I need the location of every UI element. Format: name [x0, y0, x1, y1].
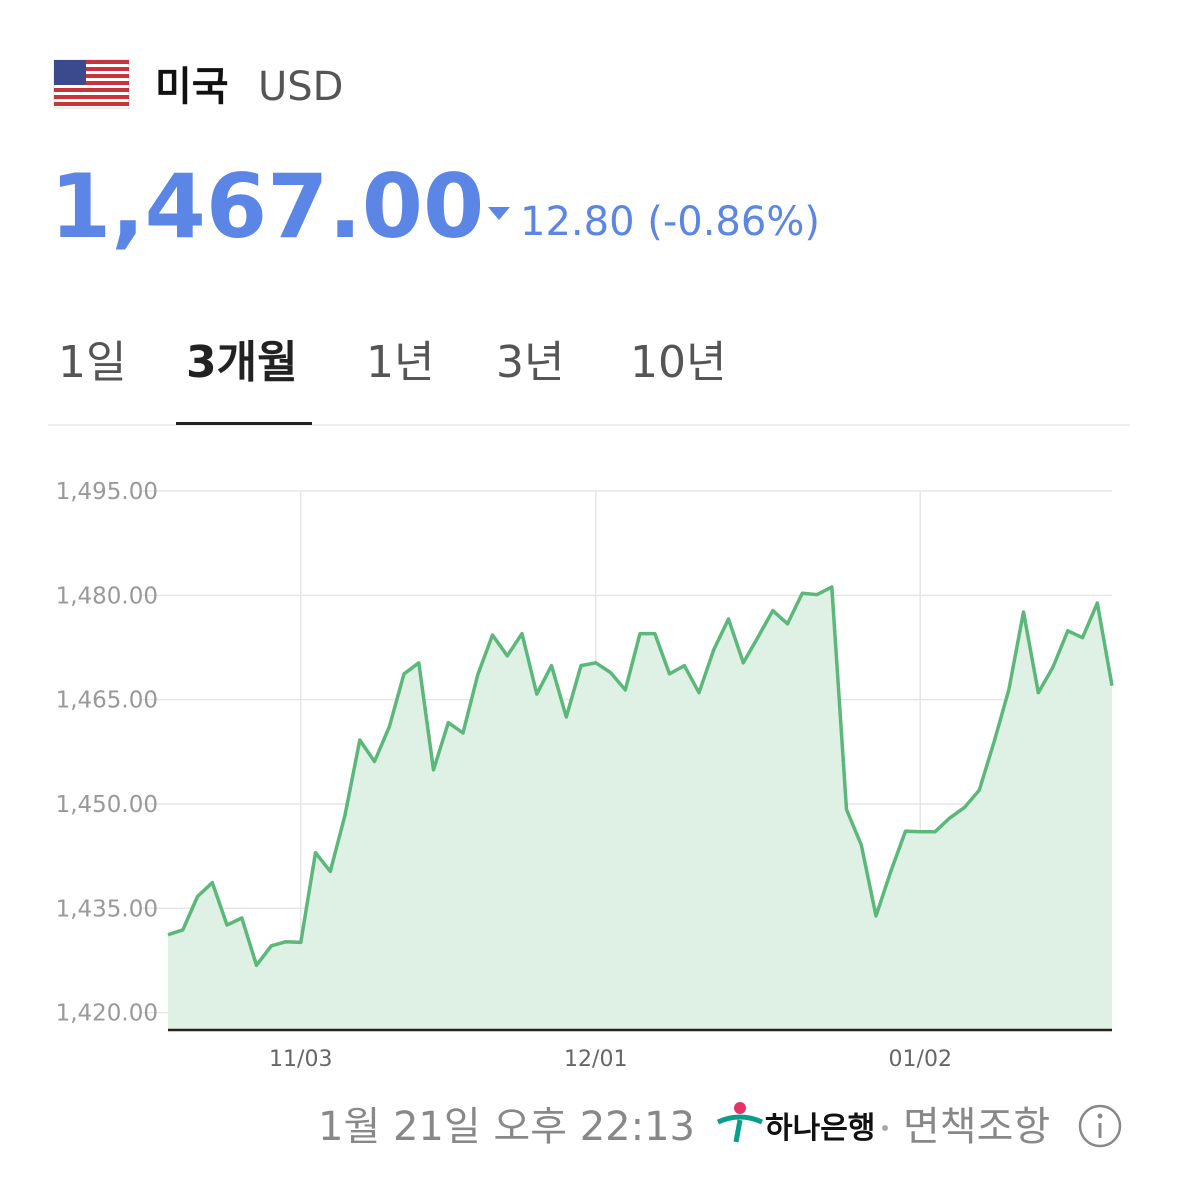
x-tick-label: 11/03 — [269, 1047, 332, 1072]
separator — [882, 1125, 888, 1131]
bank-logo — [716, 1102, 764, 1143]
tab[interactable]: 3년 — [496, 337, 564, 388]
y-tick-label: 1,465.00 — [56, 688, 158, 714]
tab[interactable]: 3개월 — [186, 337, 298, 388]
tab[interactable]: 1일 — [58, 337, 126, 388]
y-tick-label: 1,435.00 — [56, 896, 158, 922]
change: 12.80 (-0.86%) — [520, 199, 820, 245]
tab-underline — [176, 422, 312, 425]
timestamp: 1월 21일 오후 22:13 — [318, 1104, 695, 1150]
disclaimer[interactable]: 면책조항 — [903, 1104, 1050, 1150]
area — [168, 587, 1112, 1030]
flag — [53, 59, 130, 109]
bank-name: 하나은행 — [765, 1111, 875, 1146]
tab[interactable]: 1년 — [366, 337, 434, 388]
y-tick-label: 1,420.00 — [56, 1001, 158, 1027]
x-tick-label: 01/02 — [889, 1047, 952, 1072]
country: 미국 — [155, 64, 229, 110]
y-tick-label: 1,480.00 — [56, 583, 158, 609]
currency: USD — [258, 64, 343, 110]
down-arrow — [488, 207, 510, 220]
tab[interactable]: 10년 — [630, 337, 726, 388]
line — [167, 585, 1114, 968]
price: 1,467.00 — [50, 155, 484, 258]
y-tick-label: 1,450.00 — [56, 792, 158, 818]
info-icon[interactable] — [1078, 1104, 1122, 1148]
x-tick-label: 12/01 — [564, 1047, 627, 1072]
y-tick-label: 1,495.00 — [56, 479, 158, 505]
